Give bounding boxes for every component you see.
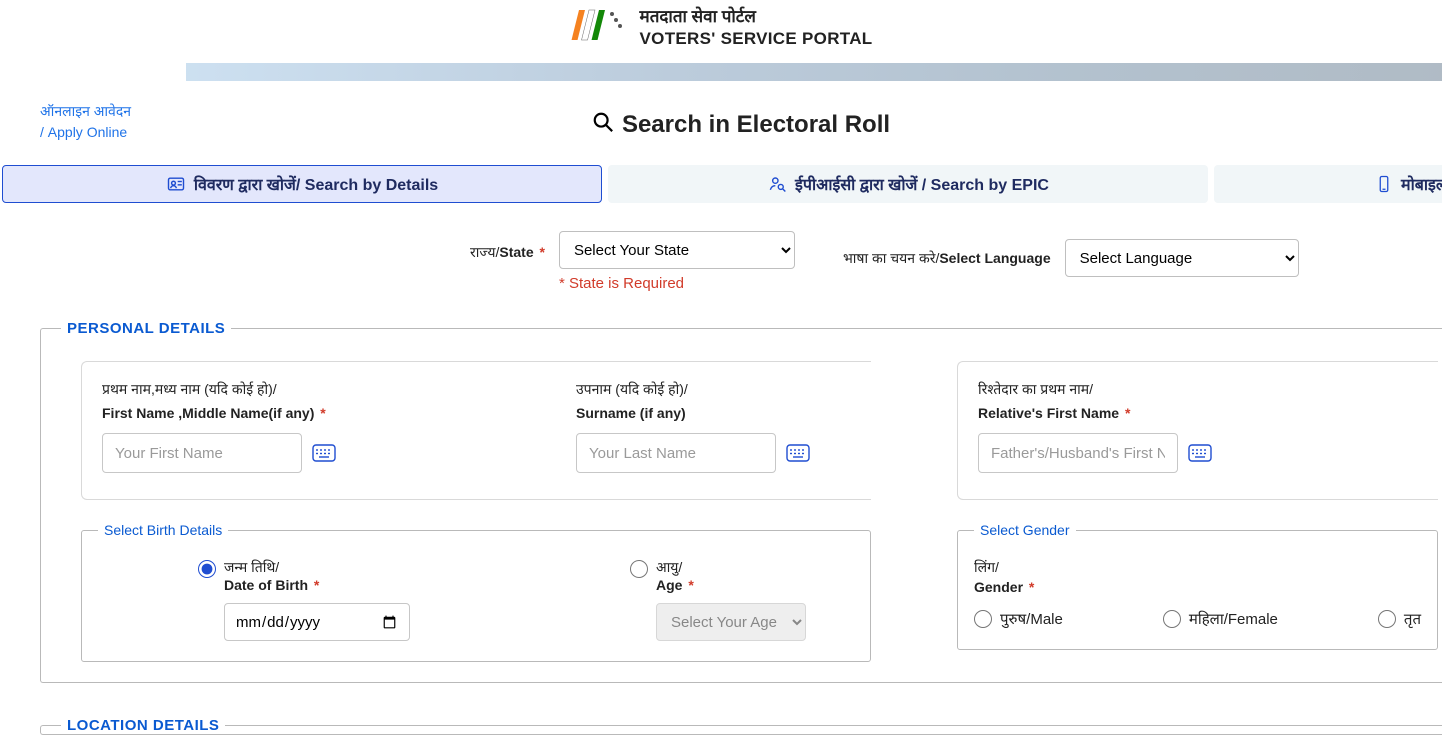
header-title-hindi: मतदाता सेवा पोर्टल xyxy=(640,4,873,27)
dob-input[interactable] xyxy=(224,603,410,641)
gender-label-en: Gender * xyxy=(974,579,1421,595)
first-name-input[interactable] xyxy=(102,433,302,473)
apply-online-hindi: ऑनलाइन आवेदन xyxy=(40,103,131,119)
state-error-message: * State is Required xyxy=(559,275,795,292)
tab-details-label: विवरण द्वारा खोजें/ Search by Details xyxy=(194,173,438,195)
birth-details-legend: Select Birth Details xyxy=(98,522,228,538)
eci-logo xyxy=(570,6,626,48)
dob-label-en: Date of Birth * xyxy=(224,577,319,593)
gender-male-option[interactable]: पुरुष/Male xyxy=(974,609,1063,629)
relative-label-hi: रिश्तेदार का प्रथम नाम/ xyxy=(978,380,1212,399)
gender-male-radio[interactable] xyxy=(974,610,992,628)
person-search-icon xyxy=(767,174,787,194)
first-name-label-hi: प्रथम नाम,मध्य नाम (यदि कोई हो)/ xyxy=(102,380,336,399)
tab-mobile-label: मोबाइल xyxy=(1401,173,1442,195)
header-title-english: VOTERS' SERVICE PORTAL xyxy=(640,29,873,49)
state-select[interactable]: Select Your State xyxy=(559,231,795,269)
relative-first-name-input[interactable] xyxy=(978,433,1178,473)
gender-legend: Select Gender xyxy=(974,522,1076,538)
tab-epic-label: ईपीआईसी द्वारा खोजें / Search by EPIC xyxy=(795,173,1049,195)
search-icon xyxy=(592,111,614,139)
page-title: Search in Electoral Roll xyxy=(622,111,890,139)
portal-header: मतदाता सेवा पोर्टल VOTERS' SERVICE PORTA… xyxy=(0,0,1442,63)
keyboard-icon[interactable] xyxy=(1188,444,1212,462)
age-radio[interactable] xyxy=(630,560,648,578)
location-details-legend: LOCATION DETAILS xyxy=(61,717,225,734)
keyboard-icon[interactable] xyxy=(312,444,336,462)
age-label-en: Age * xyxy=(656,577,694,593)
search-tabs: विवरण द्वारा खोजें/ Search by Details ईप… xyxy=(2,165,1442,203)
birth-details-fieldset: Select Birth Details जन्म तिथि/ Date of … xyxy=(81,522,871,662)
gender-fieldset: Select Gender लिंग/ Gender * पुरुष/Male … xyxy=(957,522,1438,650)
gender-third-radio[interactable] xyxy=(1378,610,1396,628)
state-label: राज्य/State * xyxy=(470,231,545,262)
apply-online-english: / Apply Online xyxy=(40,124,127,140)
language-label: भाषा का चयन करे/Select Language xyxy=(843,249,1051,268)
gender-female-option[interactable]: महिला/Female xyxy=(1163,609,1278,629)
age-select: Select Your Age xyxy=(656,603,806,641)
tab-search-by-details[interactable]: विवरण द्वारा खोजें/ Search by Details xyxy=(2,165,602,203)
mobile-icon xyxy=(1375,175,1393,193)
personal-details-section: PERSONAL DETAILS प्रथम नाम,मध्य नाम (यदि… xyxy=(40,320,1442,683)
apply-online-link[interactable]: ऑनलाइन आवेदन / Apply Online xyxy=(40,101,131,143)
banner-image-strip xyxy=(186,63,1442,81)
language-select[interactable]: Select Language xyxy=(1065,239,1299,277)
gender-third-option[interactable]: तृत xyxy=(1378,609,1421,629)
tab-search-by-epic[interactable]: ईपीआईसी द्वारा खोजें / Search by EPIC xyxy=(608,165,1208,203)
first-name-label-en: First Name ,Middle Name(if any) * xyxy=(102,405,336,421)
dob-radio[interactable] xyxy=(198,560,216,578)
dob-label-hi: जन्म तिथि/ xyxy=(224,558,319,577)
id-card-icon xyxy=(166,174,186,194)
age-label-hi: आयु/ xyxy=(656,558,694,577)
gender-female-radio[interactable] xyxy=(1163,610,1181,628)
personal-details-legend: PERSONAL DETAILS xyxy=(61,320,231,337)
keyboard-icon[interactable] xyxy=(786,444,810,462)
tab-search-by-mobile[interactable]: मोबाइल xyxy=(1214,165,1442,203)
location-details-section: LOCATION DETAILS xyxy=(40,717,1442,735)
surname-label-en: Surname (if any) xyxy=(576,405,810,421)
surname-input[interactable] xyxy=(576,433,776,473)
gender-label-hi: लिंग/ xyxy=(974,558,1421,577)
relative-label-en: Relative's First Name * xyxy=(978,405,1212,421)
surname-label-hi: उपनाम (यदि कोई हो)/ xyxy=(576,380,810,399)
